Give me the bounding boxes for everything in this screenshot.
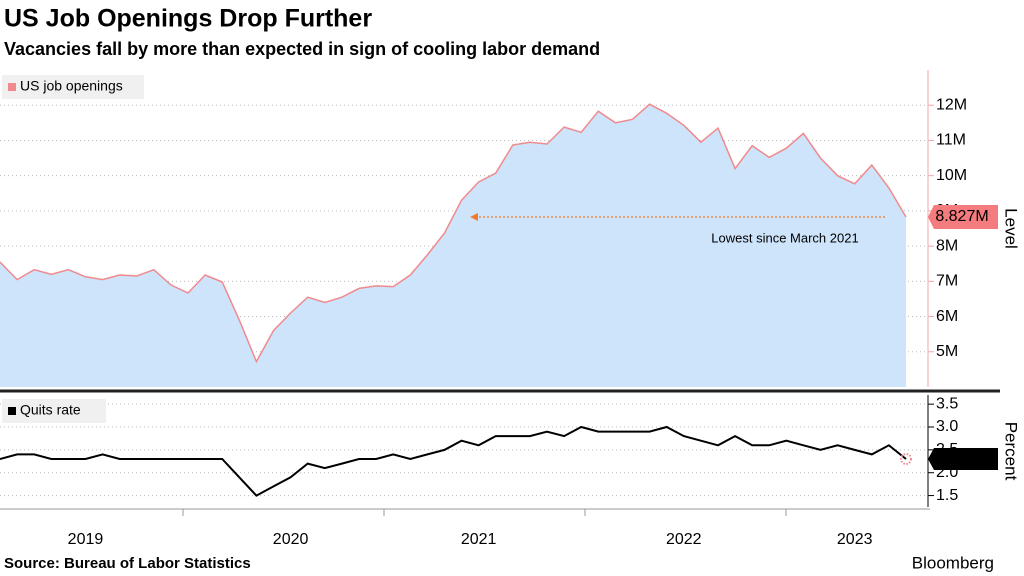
- legend-swatch: [8, 407, 16, 415]
- y-tick-label: 11M: [936, 132, 966, 149]
- y-tick-label: 3.5: [936, 395, 958, 412]
- last-marker: [900, 453, 912, 465]
- line: [0, 425, 907, 497]
- last-value-label: 8.827M: [935, 208, 988, 225]
- x-tick-label: 2022: [666, 531, 702, 548]
- y-tick-label: 7M: [936, 273, 958, 290]
- arrow-head: [470, 212, 478, 221]
- y-tick-label: 1.5: [936, 487, 958, 504]
- y-tick-label: 3.0: [936, 418, 958, 435]
- last-value-label: 2.3: [939, 450, 961, 467]
- chart-title: US Job Openings Drop Further: [4, 5, 372, 33]
- legend-label: Quits rate: [20, 402, 81, 418]
- x-tick-label: 2019: [68, 531, 104, 548]
- brand: Bloomberg: [912, 553, 994, 572]
- chart-subtitle: Vacancies fall by more than expected in …: [4, 39, 600, 59]
- legend-box: [2, 75, 144, 99]
- y-tick-label: 10M: [936, 167, 967, 184]
- x-tick-label: 2020: [273, 531, 309, 548]
- y-tick-label: 5M: [936, 343, 958, 360]
- y-tick-label: 12M: [936, 96, 967, 113]
- line: [0, 103, 907, 364]
- y-tick-label: 6M: [936, 308, 958, 325]
- last-value-box: [928, 204, 998, 229]
- last-value-box: [928, 448, 998, 470]
- y-axis-label: Percent: [1002, 422, 1021, 481]
- y-axis-label: Level: [1002, 208, 1021, 249]
- source: Source: Bureau of Labor Statistics: [4, 555, 251, 572]
- legend-swatch: [8, 83, 16, 91]
- legend-box: [2, 399, 106, 423]
- x-tick-label: 2021: [461, 531, 497, 548]
- x-tick-label: 2023: [837, 531, 873, 548]
- area: [0, 104, 906, 387]
- y-tick-label: 8M: [936, 237, 958, 254]
- annotation: Lowest since March 2021: [711, 230, 858, 245]
- legend-label: US job openings: [20, 78, 123, 94]
